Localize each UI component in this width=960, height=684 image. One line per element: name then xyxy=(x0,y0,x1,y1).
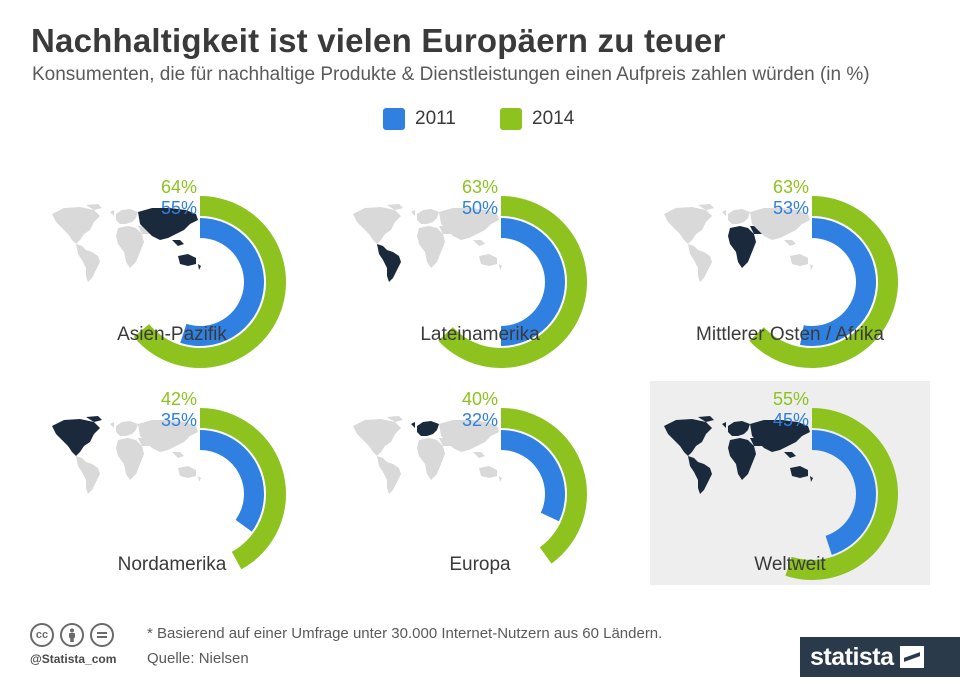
value-label-2014-lateinamerika: 63% xyxy=(462,177,498,197)
panel-asien-pazifik: 64%55% Asien-Pazifik xyxy=(52,177,286,368)
attribution-icon[interactable] xyxy=(60,623,84,647)
map-region-latin-america xyxy=(688,456,712,494)
value-label-2014-mittlerer-osten-afrika: 63% xyxy=(773,177,809,197)
map-region-middle-east-africa xyxy=(417,226,451,268)
creative-commons-icon[interactable]: cc xyxy=(30,623,54,647)
map-region-oceania xyxy=(172,240,201,270)
donut-chart-grid: 64%55%Asien-Pazifik63%50%Lateinamerika63… xyxy=(52,177,930,585)
map-region-latin-america xyxy=(688,244,712,282)
map-region-oceania xyxy=(784,240,813,270)
map-region-north-america xyxy=(52,204,102,244)
credit-link[interactable]: @Statista_com xyxy=(30,652,117,666)
map-region-latin-america xyxy=(76,244,100,282)
category-label-nordamerika: Nordamerika xyxy=(118,554,227,575)
category-label-weltweit: Weltweit xyxy=(754,554,826,575)
map-region-middle-east-africa xyxy=(728,226,762,268)
value-label-2011-lateinamerika: 50% xyxy=(462,198,498,218)
map-asien-pazifik xyxy=(52,204,201,282)
ring-2014-lateinamerika xyxy=(438,196,587,368)
statista-logo-icon xyxy=(899,646,924,668)
panel-europa: 40%32% Europa xyxy=(353,389,588,575)
map-region-europe xyxy=(722,421,750,436)
map-region-latin-america xyxy=(76,456,100,494)
brand-name: statista xyxy=(810,642,894,671)
ring-2014-asien-pazifik xyxy=(133,196,286,368)
map-region-asia xyxy=(138,420,198,452)
ring-2014-weltweit xyxy=(785,408,898,580)
category-label-asien-pazifik: Asien-Pazifik xyxy=(117,324,227,345)
panel-weltweit: 55%45% Weltweit xyxy=(664,389,898,580)
no-derivatives-icon[interactable] xyxy=(90,623,114,647)
legend-label-2011: 2011 xyxy=(415,108,456,129)
value-label-2011-weltweit: 45% xyxy=(773,410,809,430)
category-label-lateinamerika: Lateinamerika xyxy=(420,324,540,345)
ring-2011-europa xyxy=(501,430,566,522)
legend-swatch-2011 xyxy=(383,108,405,130)
map-region-oceania xyxy=(473,240,502,270)
map-region-asia xyxy=(439,208,499,240)
map-nordamerika xyxy=(52,416,201,494)
license-icons: cc xyxy=(30,623,114,647)
page-title: Nachhaltigkeit ist vielen Europäern zu t… xyxy=(31,22,726,59)
chart-legend: 2011 2014 xyxy=(0,108,960,138)
panel-mittlerer-osten-afrika: 63%53% Mittlerer Osten / Afrika xyxy=(664,177,898,368)
map-region-asia xyxy=(750,420,810,452)
legend-swatch-2014 xyxy=(500,108,522,130)
map-region-north-america xyxy=(664,416,714,456)
map-region-europe xyxy=(110,209,138,224)
map-weltweit xyxy=(664,416,813,494)
legend-item-2011: 2011 xyxy=(383,108,456,130)
map-region-asia xyxy=(138,208,198,240)
map-region-oceania xyxy=(784,452,813,482)
map-region-europe xyxy=(411,209,439,224)
value-label-2011-nordamerika: 35% xyxy=(161,410,197,430)
value-label-2011-asien-pazifik: 55% xyxy=(161,198,197,218)
ring-2011-asien-pazifik xyxy=(180,218,264,346)
map-region-north-america xyxy=(664,204,714,244)
map-mittlerer-osten-afrika xyxy=(664,204,813,282)
map-lateinamerika xyxy=(353,204,502,282)
footnote: * Basierend auf einer Umfrage unter 30.0… xyxy=(147,625,663,642)
ring-2014-mittlerer-osten-afrika xyxy=(749,196,898,368)
category-label-mittlerer-osten-afrika: Mittlerer Osten / Afrika xyxy=(696,324,884,345)
panel-lateinamerika: 63%50% Lateinamerika xyxy=(353,177,587,368)
map-europa xyxy=(353,416,502,494)
source-note: Quelle: Nielsen xyxy=(147,650,249,667)
map-region-north-america xyxy=(353,416,403,456)
ring-2011-weltweit xyxy=(812,430,876,555)
map-region-oceania xyxy=(473,452,502,482)
panel-nordamerika: 42%35% Nordamerika xyxy=(52,389,286,575)
map-region-latin-america xyxy=(377,244,401,282)
page-subtitle: Konsumenten, die für nachhaltige Produkt… xyxy=(32,64,870,85)
value-label-2011-europa: 32% xyxy=(462,410,498,430)
map-region-middle-east-africa xyxy=(728,438,762,480)
map-region-europe xyxy=(110,421,138,436)
map-region-oceania xyxy=(172,452,201,482)
map-region-middle-east-africa xyxy=(417,438,451,480)
legend-item-2014: 2014 xyxy=(500,108,574,130)
value-label-2014-weltweit: 55% xyxy=(773,389,809,409)
ring-2011-lateinamerika xyxy=(501,218,565,346)
map-region-europe xyxy=(722,209,750,224)
map-region-europe xyxy=(411,421,439,436)
category-label-europa: Europa xyxy=(449,554,511,575)
map-region-latin-america xyxy=(377,456,401,494)
map-region-north-america xyxy=(52,416,102,456)
map-region-middle-east-africa xyxy=(116,438,150,480)
value-label-2014-nordamerika: 42% xyxy=(161,389,197,409)
ring-2014-nordamerika xyxy=(200,408,286,570)
ring-2011-nordamerika xyxy=(200,430,265,532)
value-label-2014-europa: 40% xyxy=(462,389,498,409)
map-region-middle-east-africa xyxy=(116,226,150,268)
map-region-asia xyxy=(750,208,810,240)
value-label-2014-asien-pazifik: 64% xyxy=(161,177,197,197)
map-region-asia xyxy=(439,420,499,452)
statista-logo[interactable]: statista xyxy=(800,637,960,677)
value-label-2011-mittlerer-osten-afrika: 53% xyxy=(773,198,809,218)
legend-label-2014: 2014 xyxy=(532,108,575,129)
ring-2011-mittlerer-osten-afrika xyxy=(800,218,876,347)
ring-2014-europa xyxy=(501,408,588,564)
map-region-north-america xyxy=(353,204,403,244)
